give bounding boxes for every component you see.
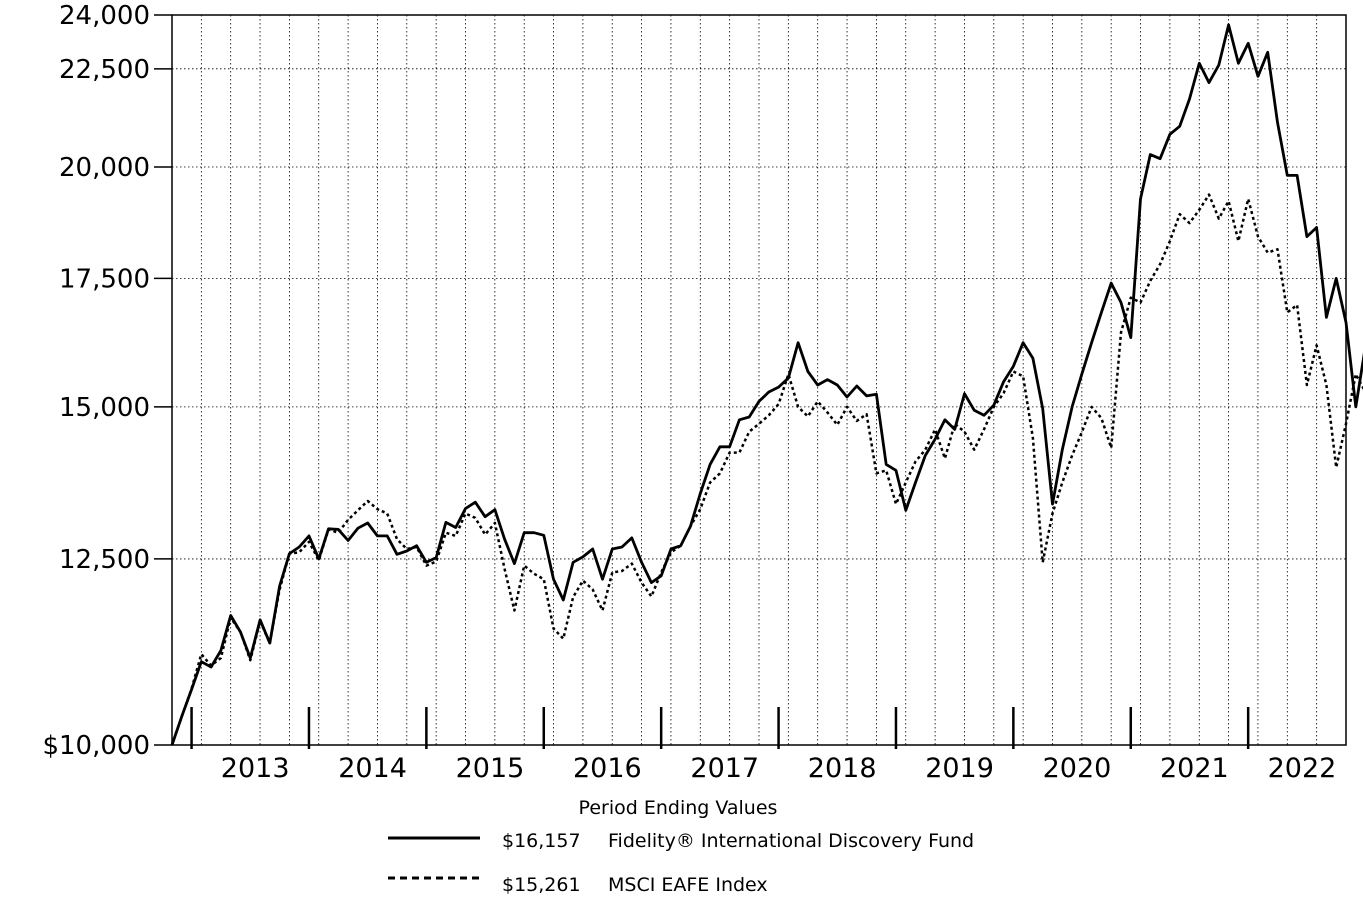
y-tick-label: 12,500: [59, 545, 150, 575]
legend-title: Period Ending Values: [579, 797, 778, 819]
legend-label-index: MSCI EAFE Index: [608, 874, 768, 896]
x-tick-label: 2018: [808, 753, 877, 784]
chart-axes: $10,000 12,500 15,000 17,500 20,000 22,500 24,…: [42, 1, 1347, 784]
y-tick-label: 17,500: [59, 264, 150, 294]
legend-label-fund: Fidelity® International Discovery Fund: [608, 830, 974, 852]
x-tick-label: 2020: [1043, 753, 1112, 784]
x-tick-label: 2013: [221, 753, 290, 784]
x-tick-label: 2021: [1160, 753, 1229, 784]
x-tick-label: 2014: [338, 753, 407, 784]
y-tick-label: 20,000: [59, 153, 150, 183]
x-tick-label: 2022: [1268, 753, 1337, 784]
series-line-fund: [170, 23, 1363, 746]
x-tick-label: 2016: [573, 753, 642, 784]
y-tick-label: $10,000: [42, 731, 150, 761]
x-tick-label: 2019: [925, 753, 994, 784]
legend-value-index: $15,261: [502, 874, 581, 896]
x-tick-label: 2015: [456, 753, 525, 784]
y-tick-label: 15,000: [59, 393, 150, 423]
plot-frame: [171, 14, 1347, 746]
x-tick-label: 2017: [690, 753, 759, 784]
series-line-index: [170, 193, 1363, 746]
y-tick-label: 24,000: [59, 1, 150, 31]
y-tick-label: 22,500: [59, 55, 150, 85]
chart-grid: [172, 14, 1347, 745]
legend-value-fund: $16,157: [502, 830, 581, 852]
chart-series: [170, 23, 1363, 746]
legend: Period Ending Values $16,157 Fidelity® I…: [388, 797, 974, 896]
